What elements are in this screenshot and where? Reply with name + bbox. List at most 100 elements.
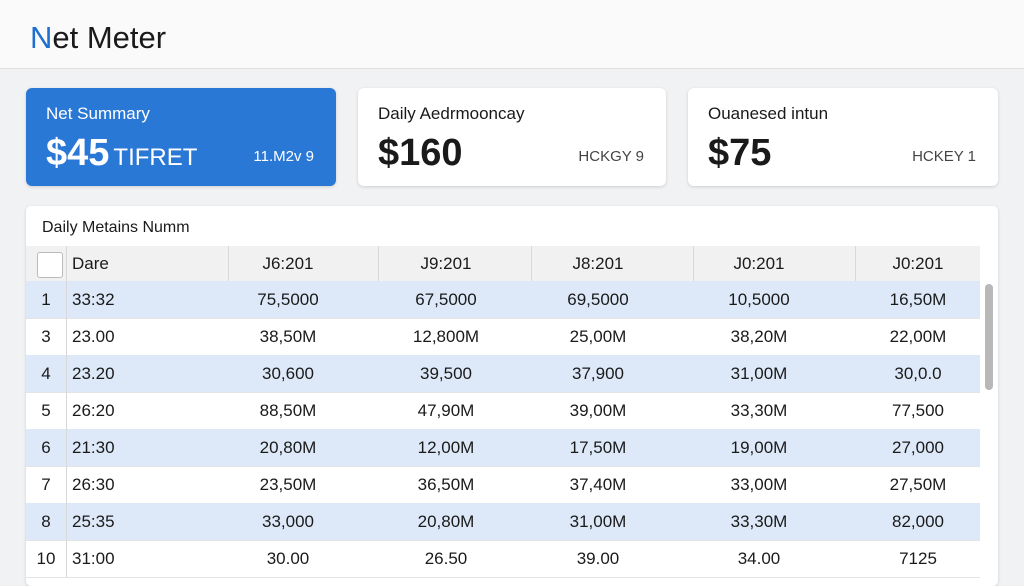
value-cell: 30,600 — [262, 363, 314, 383]
value-cell: 77,500 — [892, 400, 944, 420]
card-suffix: TIFRET — [113, 144, 198, 171]
value-cell: 47,90M — [417, 400, 475, 420]
value-cell: 30.00 — [266, 548, 310, 568]
value-cell: 38,20M — [730, 326, 788, 346]
table-row[interactable]: 10 31:00 30.00 26.50 39.00 34.00 7125 — [26, 540, 980, 578]
row-index: 6 — [41, 437, 51, 457]
column-separator — [66, 246, 67, 281]
value-cell: 22,00M — [889, 326, 947, 346]
value-cell: 34.00 — [737, 548, 781, 568]
value-cell: 88,50M — [259, 400, 317, 420]
table-header: Dare J6:201 J9:201 J8:201 J0:201 J0:201 — [26, 246, 980, 282]
value-cell: 16,50M — [889, 289, 947, 309]
row-index: 7 — [41, 474, 51, 494]
summary-card[interactable]: Daily Aedrmooncay $160 HCKGY 9 — [358, 88, 666, 186]
card-label: Net Summary — [46, 104, 150, 123]
column-separator — [66, 392, 67, 429]
column-separator — [531, 246, 532, 281]
value-cell: 20,80M — [259, 437, 317, 457]
column-separator — [66, 355, 67, 392]
table-row[interactable]: 5 26:20 88,50M 47,90M 39,00M 33,30M 77,500 — [26, 392, 980, 430]
date-cell: 33:32 — [72, 289, 115, 309]
date-cell: 21:30 — [72, 437, 115, 457]
table-row[interactable]: 6 21:30 20,80M 12,00M 17,50M 19,00M 27,000 — [26, 429, 980, 467]
value-cell: 37,40M — [569, 474, 627, 494]
column-header: J6:201 — [262, 253, 314, 273]
value-cell: 33,00M — [730, 474, 788, 494]
date-cell: 23.00 — [72, 326, 115, 346]
scrollbar[interactable] — [985, 284, 993, 390]
value-cell: 69,5000 — [567, 289, 629, 309]
select-all-checkbox[interactable] — [37, 252, 63, 278]
column-header: J0:201 — [892, 253, 944, 273]
value-cell: 12,00M — [417, 437, 475, 457]
date-cell: 23.20 — [72, 363, 115, 383]
card-value: $45 TIFRET — [46, 132, 197, 175]
column-separator — [66, 503, 67, 540]
value-cell: 27,000 — [892, 437, 944, 457]
table-title: Daily Metains Numm — [42, 219, 190, 236]
card-aside: HCKGY 9 — [578, 148, 644, 165]
value-cell: 39,500 — [420, 363, 472, 383]
value-cell: 33,000 — [262, 511, 314, 531]
value-cell: 27,50M — [889, 474, 947, 494]
table-panel: Daily Metains Numm Dare J6:201 J9:201 J8:20… — [26, 206, 998, 586]
row-index: 3 — [41, 326, 51, 346]
row-index: 10 — [36, 548, 56, 568]
column-separator — [66, 281, 67, 318]
header: Net Meter — [0, 0, 1024, 69]
value-cell: 38,50M — [259, 326, 317, 346]
table-row[interactable]: 8 25:35 33,000 20,80M 31,00M 33,30M 82,000 — [26, 503, 980, 541]
row-index: 8 — [41, 511, 51, 531]
card-aside: 11.M2v 9 — [253, 148, 314, 165]
value-cell: 19,00M — [730, 437, 788, 457]
value-cell: 36,50M — [417, 474, 475, 494]
table-row[interactable]: 4 23.20 30,600 39,500 37,900 31,00M 30,0.0 — [26, 355, 980, 393]
column-separator — [855, 246, 856, 281]
value-cell: 30,0.0 — [894, 363, 942, 383]
value-cell: 37,900 — [572, 363, 624, 383]
table-row[interactable]: 3 23.00 38,50M 12,800M 25,00M 38,20M 22,00M — [26, 318, 980, 356]
summary-card[interactable]: Ouanesed intun $75 HCKEY 1 — [688, 88, 998, 186]
value-cell: 31,00M — [730, 363, 788, 383]
value-cell: 75,5000 — [257, 289, 319, 309]
table-row[interactable]: 7 26:30 23,50M 36,50M 37,40M 33,00M 27,50M — [26, 466, 980, 504]
column-header: J0:201 — [733, 253, 785, 273]
column-separator — [693, 246, 694, 281]
value-cell: 12,800M — [412, 326, 480, 346]
column-separator — [378, 246, 379, 281]
card-aside: HCKEY 1 — [912, 148, 976, 165]
value-cell: 10,5000 — [728, 289, 790, 309]
row-index: 5 — [41, 400, 51, 420]
value-cell: 82,000 — [892, 511, 944, 531]
card-amount: $160 — [378, 132, 463, 174]
value-cell: 39,00M — [569, 400, 627, 420]
table-row[interactable]: 1 33:32 75,5000 67,5000 69,5000 10,5000 16,50M — [26, 281, 980, 319]
summary-card[interactable]: Net Summary $45 TIFRET 11.M2v 9 — [26, 88, 336, 186]
card-value: $160 — [378, 132, 463, 175]
card-amount: $45 — [46, 132, 110, 174]
column-separator — [66, 318, 67, 355]
value-cell: 26.50 — [424, 548, 468, 568]
card-label: Ouanesed intun — [708, 104, 829, 123]
card-label: Daily Aedrmooncay — [378, 104, 525, 123]
value-cell: 23,50M — [259, 474, 317, 494]
value-cell: 33,30M — [730, 511, 788, 531]
column-header: J9:201 — [420, 253, 472, 273]
value-cell: 20,80M — [417, 511, 475, 531]
value-cell: 25,00M — [569, 326, 627, 346]
row-index: 1 — [41, 289, 51, 309]
card-amount: $75 — [708, 132, 772, 174]
value-cell: 17,50M — [569, 437, 627, 457]
card-value: $75 — [708, 132, 771, 175]
column-separator — [228, 246, 229, 281]
column-header: Dare — [72, 253, 109, 273]
row-index: 4 — [41, 363, 51, 383]
value-cell: 67,5000 — [415, 289, 477, 309]
date-cell: 26:30 — [72, 474, 115, 494]
value-cell: 31,00M — [569, 511, 627, 531]
column-separator — [66, 429, 67, 466]
column-separator — [66, 466, 67, 503]
value-cell: 33,30M — [730, 400, 788, 420]
